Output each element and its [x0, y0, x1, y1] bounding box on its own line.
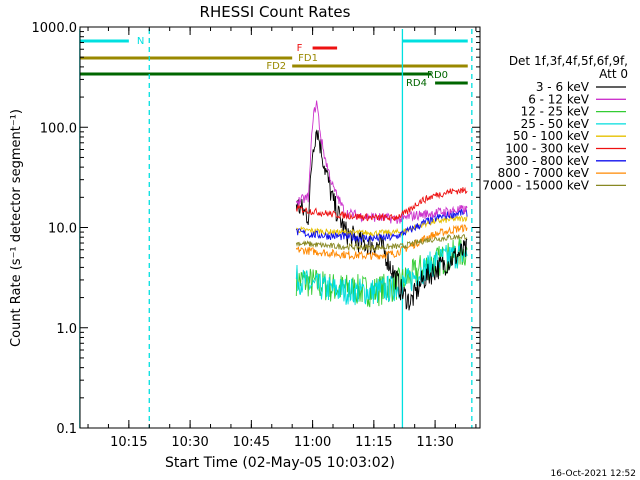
series-layer	[295, 100, 468, 311]
legend-label: 25 - 50 keV	[521, 117, 590, 131]
legend-label: 7000 - 15000 keV	[482, 178, 589, 192]
series-line-800-7000-kev	[295, 224, 468, 261]
flag-label-fd2: FD2	[266, 61, 286, 72]
series-line-50-100-kev	[295, 215, 468, 237]
x-tick-label: 10:45	[233, 435, 270, 450]
x-tick-label: 11:15	[355, 435, 392, 450]
timestamp-label: 16-Oct-2021 12:52	[551, 469, 636, 479]
legend-label: 50 - 100 keV	[513, 129, 590, 143]
x-axis-label: Start Time (02-May-05 10:03:02)	[165, 455, 395, 471]
flag-label-rd0: RD0	[427, 70, 448, 81]
series-line-12-25-kev	[295, 238, 468, 308]
legend-label: 300 - 800 keV	[505, 154, 589, 168]
legend-header-line1: Det 1f,3f,4f,5f,6f,9f,	[509, 54, 628, 68]
y-tick-label: 1.0	[56, 322, 77, 337]
legend-label: 3 - 6 keV	[536, 80, 590, 94]
x-tick-label: 10:15	[110, 435, 147, 450]
flag-label-rd4: RD4	[406, 78, 427, 89]
y-tick-label: 1000.0	[32, 21, 78, 36]
flag-label-n: N	[137, 36, 144, 47]
legend-label: 12 - 25 keV	[521, 105, 590, 119]
series-line-7000-15000-kev	[295, 233, 468, 252]
flag-label-f: F	[297, 43, 303, 54]
flag-label-fd1: FD1	[298, 53, 318, 64]
axes-layer: 0.1 1.0 10.0 100.0 1000.0 10:15 10:30 10:45 11:0…	[32, 21, 481, 450]
y-tick-label: 0.1	[56, 422, 77, 437]
series-line-300-800-kev	[295, 207, 468, 243]
legend-label: 6 - 12 keV	[528, 92, 590, 106]
y-axis-label: Count Rate (s⁻¹ detector segment⁻¹)	[9, 109, 24, 347]
legend-label: 800 - 7000 keV	[498, 166, 590, 180]
chart-title: RHESSI Count Rates	[200, 3, 351, 21]
x-tick-label: 10:30	[171, 435, 208, 450]
y-tick-label: 100.0	[40, 121, 77, 136]
x-tick-label: 11:30	[416, 435, 453, 450]
series-line-6-12-kev	[295, 100, 468, 224]
legend-header-line2: Att 0	[599, 67, 628, 81]
y-tick-label: 10.0	[48, 222, 77, 237]
legend-label: 100 - 300 keV	[505, 142, 589, 156]
x-tick-label: 11:00	[294, 435, 331, 450]
series-line-100-300-kev	[295, 186, 468, 222]
